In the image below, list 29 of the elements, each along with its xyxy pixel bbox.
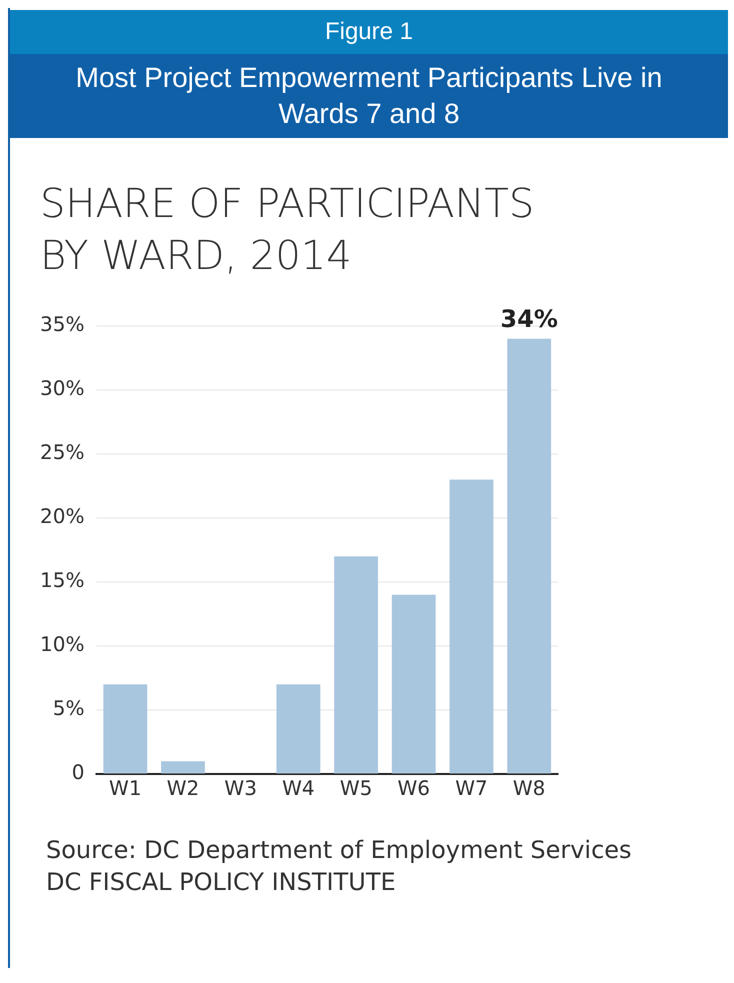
x-tick-label: W3 xyxy=(224,776,257,800)
data-label: 34% xyxy=(500,305,558,334)
bar xyxy=(161,761,205,774)
x-tick-label: W6 xyxy=(398,776,430,800)
bar xyxy=(103,684,148,774)
x-tick-label: W4 xyxy=(282,776,315,800)
x-tick-label: W5 xyxy=(340,776,372,800)
x-tick-label: W2 xyxy=(166,776,200,800)
y-tick-label: 0 xyxy=(72,760,84,784)
chart-subtitle: SHARE OF PARTICIPANTS BY WARD, 2014 xyxy=(40,180,536,281)
bar xyxy=(507,338,552,774)
y-tick-label: 15% xyxy=(40,568,84,592)
x-tick-label: W7 xyxy=(455,776,488,800)
source-note: Source: DC Department of Employment Services xyxy=(46,836,633,864)
bar xyxy=(276,684,320,774)
y-tick-label: 20% xyxy=(40,504,84,528)
caption: Figure 1 xyxy=(10,8,728,54)
y-tick-label: 5% xyxy=(52,696,84,720)
y-tick-label: 25% xyxy=(40,440,84,464)
chart-title: Most Project Empowerment Participants Live in Wards 7 and 8 xyxy=(10,54,728,138)
x-tick-label: W8 xyxy=(512,776,546,800)
y-tick-label: 35% xyxy=(40,312,84,336)
bar xyxy=(450,480,494,774)
y-tick-label: 10% xyxy=(40,632,84,656)
bar xyxy=(392,594,436,774)
x-tick-label: W1 xyxy=(109,776,142,800)
text: DC FISCAL POLICY INSTITUTE xyxy=(46,868,397,896)
bar xyxy=(334,556,378,774)
y-tick-label: 30% xyxy=(40,376,84,400)
